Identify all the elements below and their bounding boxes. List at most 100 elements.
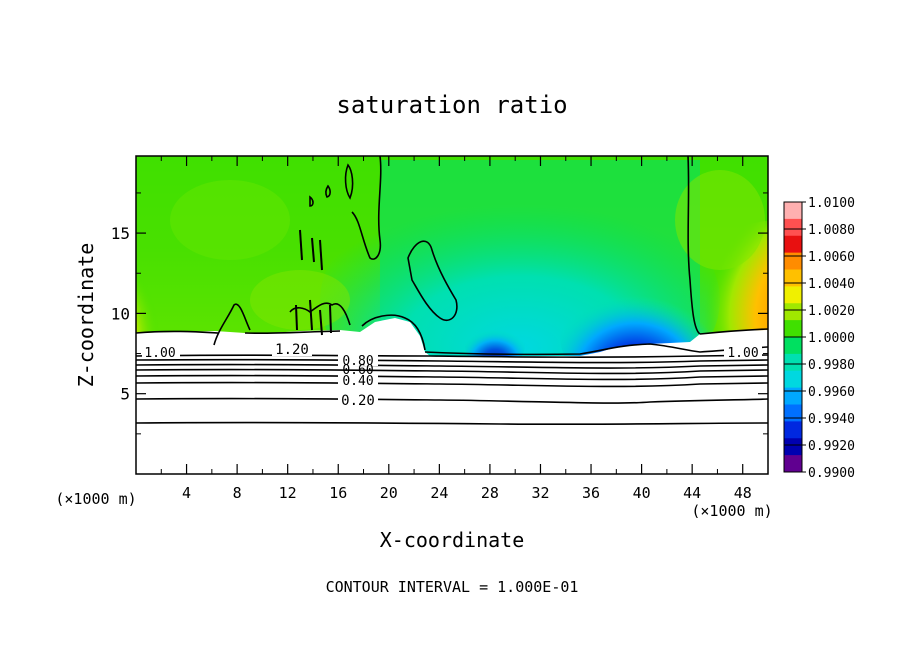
colorbar-swatch <box>784 269 802 287</box>
contour-line <box>699 328 768 335</box>
colorbar-swatch <box>784 337 802 355</box>
contour-label-bg <box>142 346 180 358</box>
y-tick-label: 10 <box>111 304 130 323</box>
colorbar-swatch <box>784 421 802 439</box>
contour-line <box>136 358 768 364</box>
contour-line <box>424 343 768 356</box>
colorbar-label: 0.9980 <box>808 358 855 373</box>
x-tick-label: 32 <box>531 484 549 502</box>
contour-line <box>136 368 768 375</box>
colorbar-label: 1.0060 <box>808 250 855 265</box>
x-tick-label: 24 <box>430 484 448 502</box>
contour-line <box>136 381 768 388</box>
colorbar-swatch <box>784 303 802 321</box>
contour-line <box>361 314 426 351</box>
contour-label: 0.20 <box>341 393 375 409</box>
heatmap-patch <box>250 270 350 330</box>
heatmap-patch <box>675 170 765 270</box>
contour-streak <box>309 299 313 331</box>
contours <box>136 156 768 426</box>
chart-title: saturation ratio <box>336 91 567 119</box>
colorbar: 1.0100 1.0080 1.0060 1.0040 1.0020 1.0000 0.99… <box>783 196 855 481</box>
plot-frame <box>135 155 769 475</box>
colorbar-swatch <box>784 387 802 405</box>
contour-label-bg <box>724 346 762 358</box>
contour-line <box>344 163 354 200</box>
contour-line <box>351 156 382 260</box>
colorbar-label: 0.9940 <box>808 412 855 427</box>
contour-label-bg <box>338 354 378 366</box>
colorbar-swatch <box>784 455 802 473</box>
contour-line <box>136 330 341 335</box>
contour-line <box>136 397 768 404</box>
contour-label: 1.00 <box>727 346 758 361</box>
contour-line <box>136 363 768 369</box>
heatmap-patch <box>170 180 290 260</box>
y-axis-unit: (×1000 m) <box>55 490 136 508</box>
contour-label: 1.00 <box>144 346 175 361</box>
colorbar-swatch <box>784 235 802 254</box>
contour-line <box>309 195 314 207</box>
contour-streak <box>319 239 323 271</box>
colorbar-label: 0.9900 <box>808 466 855 481</box>
y-tick-label: 5 <box>120 385 130 404</box>
x-tick-label: 8 <box>233 484 242 502</box>
contour-interval-note: CONTOUR INTERVAL = 1.000E-01 <box>326 578 579 596</box>
y-tick-label: 15 <box>111 224 130 243</box>
contour-line <box>136 354 768 358</box>
colorbar-swatch <box>784 370 802 389</box>
contour-label: 1.20 <box>275 342 309 358</box>
contour-label-bg <box>338 374 378 387</box>
colorbar-label: 1.0100 <box>808 196 855 211</box>
lower-region <box>136 356 768 474</box>
contour-streak <box>295 304 298 331</box>
x-tick-label: 44 <box>683 484 701 502</box>
colorbar-swatch <box>784 404 802 422</box>
colorbar-swatch <box>784 202 802 220</box>
colorbar-swatch <box>784 218 802 237</box>
colorbar-label: 1.0080 <box>808 223 855 238</box>
x-tick-label: 40 <box>633 484 651 502</box>
contour-label-bg <box>272 342 312 356</box>
colorbar-label: 0.9960 <box>808 385 855 400</box>
colorbar-label: 0.9920 <box>808 439 855 454</box>
x-tick-label: 48 <box>734 484 752 502</box>
x-axis-unit: (×1000 m) <box>691 502 772 520</box>
contour-label: 0.40 <box>342 374 373 389</box>
contour-line <box>213 303 251 346</box>
x-tick-label: 12 <box>279 484 297 502</box>
contour-labels: 1.20 1.00 0.80 0.60 0.40 0.20 1.00 <box>142 342 762 409</box>
x-tick-label: 20 <box>380 484 398 502</box>
y-axis-label: Z-coordinate <box>74 243 98 388</box>
contour-streaks <box>295 229 332 336</box>
x-tick-label: 36 <box>582 484 600 502</box>
colorbar-swatch <box>784 438 802 456</box>
contour-label: 0.80 <box>342 354 373 369</box>
y-axis: 5 10 15 <box>111 192 768 435</box>
colorbar-label: 1.0000 <box>808 331 855 346</box>
colorbar-swatch <box>784 320 802 338</box>
x-axis-label: X-coordinate <box>380 528 525 552</box>
x-tick-label: 4 <box>182 484 191 502</box>
contour-label-bg <box>338 393 378 407</box>
contour-streak <box>319 309 323 336</box>
colorbar-label: 1.0020 <box>808 304 855 319</box>
x-axis: 4 8 12 16 20 24 28 32 36 40 44 48 <box>160 156 752 502</box>
x-tick-label: 16 <box>329 484 347 502</box>
contour-line <box>407 240 458 322</box>
contour-line <box>136 374 768 381</box>
contour-streak <box>299 229 303 261</box>
colorbar-label: 1.0040 <box>808 277 855 292</box>
contour-streak <box>311 237 315 263</box>
colorbar-swatch <box>784 353 802 372</box>
contour-line <box>325 184 331 198</box>
x-tick-label: 28 <box>481 484 499 502</box>
colorbar-swatch <box>784 286 802 304</box>
contour-streak <box>329 304 332 334</box>
contour-line <box>136 421 768 426</box>
plot-area: 1.20 1.00 0.80 0.60 0.40 0.20 1.00 <box>136 156 768 474</box>
contour-line <box>289 302 351 326</box>
colorbar-swatch <box>784 252 802 270</box>
contour-line <box>687 156 701 335</box>
